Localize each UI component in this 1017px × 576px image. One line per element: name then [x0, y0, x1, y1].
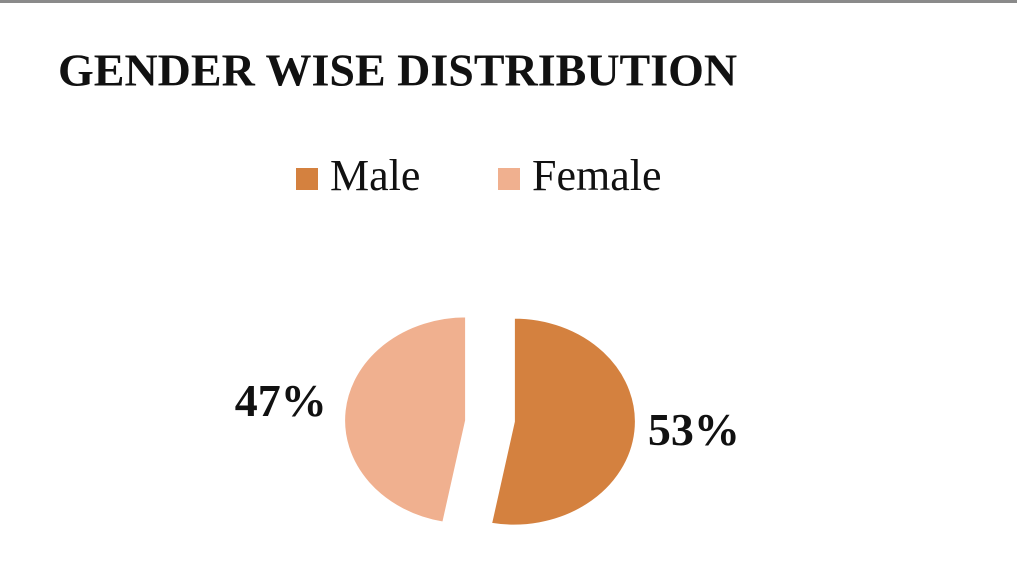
legend-label: Female — [532, 151, 662, 200]
pie-slice — [343, 315, 468, 524]
chart-title: GENDER WISE DISTRIBUTION — [58, 45, 737, 96]
data-label: 53% — [648, 404, 740, 455]
pie: 53% 47% — [235, 315, 740, 527]
legend: Male Female — [296, 151, 662, 200]
pie-slice — [489, 316, 637, 527]
top-border — [0, 0, 1017, 3]
legend-label: Male — [330, 151, 420, 200]
legend-swatch — [296, 168, 318, 190]
data-label: 47% — [235, 375, 327, 426]
legend-swatch — [498, 168, 520, 190]
